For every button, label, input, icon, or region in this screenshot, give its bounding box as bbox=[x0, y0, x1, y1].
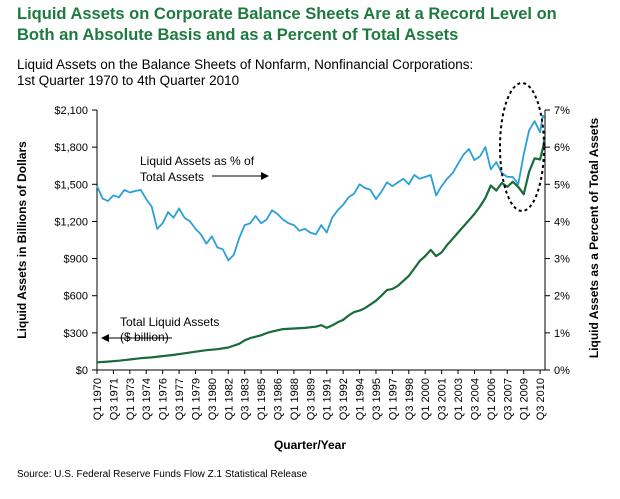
left-tick-label: $1,800 bbox=[54, 142, 88, 154]
y-axis-right-title: Liquid Assets as a Percent of Total Asse… bbox=[587, 118, 601, 359]
x-tick-label: Q3 1983 bbox=[240, 378, 252, 420]
annotation-total-line1: Total Liquid Assets bbox=[120, 315, 219, 329]
chart-subtitle-line1: Liquid Assets on the Balance Sheets of N… bbox=[17, 57, 474, 72]
x-tick-label: Q1 1994 bbox=[355, 378, 367, 420]
x-tick-label: Q1 2003 bbox=[453, 378, 465, 420]
x-tick-label: Q1 1973 bbox=[125, 378, 137, 420]
left-tick-label: $300 bbox=[64, 328, 88, 340]
chart-subtitle: Liquid Assets on the Balance Sheets of N… bbox=[17, 57, 607, 89]
right-tick-label: 7% bbox=[554, 105, 570, 117]
right-tick-label: 4% bbox=[554, 216, 570, 228]
right-tick-label: 5% bbox=[554, 179, 570, 191]
left-tick-label: $1,200 bbox=[54, 216, 88, 228]
x-tick-label: Q3 2004 bbox=[469, 378, 481, 420]
right-tick-label: 2% bbox=[554, 291, 570, 303]
chart-subtitle-line2: 1st Quarter 1970 to 4th Quarter 2010 bbox=[17, 73, 240, 88]
highlight-ellipse bbox=[499, 82, 545, 212]
annotation-total-line2: ($ billion) bbox=[120, 330, 169, 344]
annotation-pct-line2: Total Assets bbox=[140, 170, 204, 184]
x-tick-label: Q1 1976 bbox=[158, 378, 170, 420]
x-tick-label: Q3 2010 bbox=[535, 378, 547, 420]
x-tick-label: Q1 2000 bbox=[420, 378, 432, 420]
annotation-pct-line1: Liquid Assets as % of bbox=[140, 154, 255, 168]
chart-title-line1: Liquid Assets on Corporate Balance Sheet… bbox=[17, 5, 557, 23]
pct-series-line bbox=[96, 114, 546, 262]
x-tick-label: Q3 1989 bbox=[305, 378, 317, 420]
x-tick-label: Q1 2006 bbox=[486, 378, 498, 420]
x-tick-label: Q1 1991 bbox=[322, 378, 334, 420]
x-tick-label: Q1 1982 bbox=[223, 378, 235, 420]
x-tick-label: Q3 1998 bbox=[404, 378, 416, 420]
x-tick-label: Q3 1986 bbox=[273, 378, 285, 420]
x-tick-label: Q3 1977 bbox=[174, 378, 186, 420]
left-tick-label: $1,500 bbox=[54, 179, 88, 191]
x-tick-label: Q1 1979 bbox=[190, 378, 202, 420]
right-tick-label: 3% bbox=[554, 254, 570, 266]
source-note: Source: U.S. Federal Reserve Funds Flow … bbox=[17, 469, 308, 480]
x-tick-label: Q1 1997 bbox=[387, 378, 399, 420]
x-axis-title: Quarter/Year bbox=[274, 438, 346, 452]
x-tick-label: Q3 1995 bbox=[371, 378, 383, 420]
right-tick-label: 1% bbox=[554, 328, 570, 340]
total-assets-series-line bbox=[96, 139, 546, 364]
right-tick-label: 6% bbox=[554, 142, 570, 154]
y-axis-left-title: Liquid Assets in Billions of Dollars bbox=[15, 141, 29, 339]
left-tick-label: $0 bbox=[76, 365, 88, 377]
x-tick-label: Q3 1971 bbox=[108, 378, 120, 420]
right-tick-label: 0% bbox=[554, 365, 570, 377]
left-tick-label: $600 bbox=[64, 291, 88, 303]
x-tick-label: Q1 2009 bbox=[519, 378, 531, 420]
chart-title: Liquid Assets on Corporate Balance Sheet… bbox=[17, 4, 607, 46]
x-tick-label: Q1 1988 bbox=[289, 378, 301, 420]
x-tick-label: Q1 1970 bbox=[92, 378, 104, 420]
x-tick-label: Q3 1974 bbox=[141, 378, 153, 420]
left-tick-label: $900 bbox=[64, 254, 88, 266]
x-tick-label: Q3 2001 bbox=[437, 378, 449, 420]
chart-title-line2: Both an Absolute Basis and as a Percent … bbox=[17, 26, 459, 44]
x-tick-label: Q3 1992 bbox=[338, 378, 350, 420]
x-tick-label: Q3 2007 bbox=[502, 378, 514, 420]
x-tick-label: Q3 1980 bbox=[207, 378, 219, 420]
left-tick-label: $2,100 bbox=[54, 105, 88, 117]
x-tick-label: Q1 1985 bbox=[256, 378, 268, 420]
